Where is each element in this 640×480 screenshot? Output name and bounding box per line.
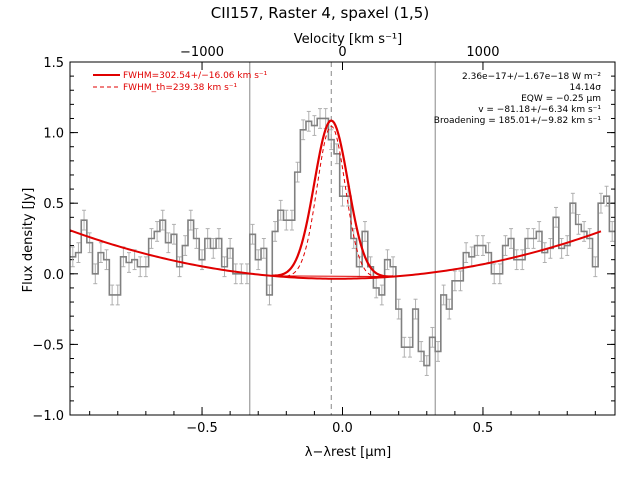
y-tick-label: −0.5	[32, 338, 64, 353]
y-tick-label: 1.5	[43, 56, 64, 71]
annotation-velocity: v = −81.18+/−6.34 km s⁻¹	[478, 105, 601, 115]
top-tick-label: 1000	[466, 45, 499, 60]
y-tick-label: 0.5	[43, 197, 64, 212]
y-axis-label: Flux density [Jy]	[21, 188, 36, 293]
top-axis-label: Velocity [km s⁻¹]	[294, 32, 402, 47]
x-tick-label: 0.5	[473, 421, 494, 436]
legend-entry-1: FWHM_th=239.38 km s⁻¹	[123, 83, 238, 93]
thermal-gaussian	[272, 125, 394, 278]
legend: FWHM=302.54+/−16.06 km s⁻¹ FWHM_th=239.3…	[93, 71, 268, 93]
top-tick-label: 0	[338, 45, 346, 60]
x-axis-label: λ−λrest [μm]	[305, 445, 391, 460]
y-tick-label: 1.0	[43, 127, 64, 142]
annotation-sigma: 14.14σ	[570, 83, 602, 93]
x-tick-label: −0.5	[186, 421, 218, 436]
fit-baseline	[272, 275, 394, 278]
top-tick-label: −1000	[180, 45, 224, 60]
data-series	[69, 108, 615, 376]
vertical-reference-lines	[249, 62, 436, 415]
y-tick-label: −1.0	[32, 409, 64, 424]
gaussian-fit	[272, 119, 394, 278]
annotation-eqw: EQW = −0.25 μm	[521, 94, 601, 104]
fit-annotations: 2.36e−17+/−1.67e−18 W m⁻² 14.14σ EQW = −…	[434, 72, 602, 126]
legend-entry-0: FWHM=302.54+/−16.06 km s⁻¹	[123, 71, 268, 81]
axis-ticks: −0.5 0.0 0.5 −1000 0 1000 −1.0 −0.5 0.0 0.5 1.0 1.5	[32, 45, 615, 436]
y-tick-label: 0.0	[43, 268, 64, 283]
plot-frame	[69, 61, 616, 416]
annotation-flux: 2.36e−17+/−1.67e−18 W m⁻²	[462, 72, 601, 82]
annotation-broadening: Broadening = 185.01+/−9.82 km s⁻¹	[434, 116, 602, 126]
continuum-fit	[69, 229, 602, 280]
x-tick-label: 0.0	[332, 421, 353, 436]
chart-title: CII157, Raster 4, spaxel (1,5)	[211, 4, 429, 22]
flux-histogram	[70, 117, 615, 367]
